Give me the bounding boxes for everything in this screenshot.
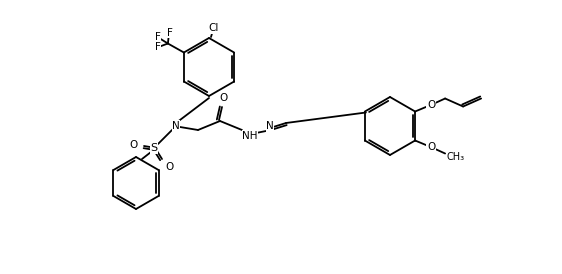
Text: CH₃: CH₃ — [446, 153, 464, 162]
Text: O: O — [427, 142, 435, 153]
Text: F: F — [155, 42, 161, 53]
Text: N: N — [172, 121, 180, 131]
Text: NH: NH — [242, 131, 258, 141]
Text: S: S — [151, 143, 157, 153]
Text: Cl: Cl — [209, 23, 219, 33]
Text: F: F — [167, 27, 173, 38]
Text: O: O — [130, 140, 138, 150]
Text: N: N — [266, 121, 274, 131]
Text: O: O — [165, 162, 173, 172]
Text: F: F — [155, 33, 161, 42]
Text: O: O — [427, 99, 435, 110]
Text: O: O — [219, 93, 227, 103]
